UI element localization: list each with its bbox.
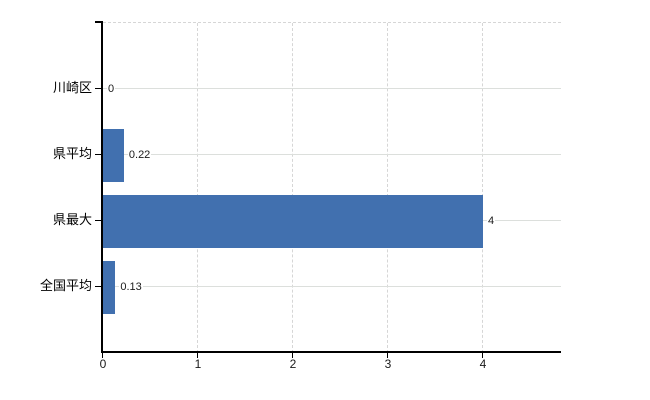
vertical-gridline	[482, 23, 483, 353]
x-axis-tick	[387, 353, 388, 358]
y-axis-tick	[95, 154, 102, 155]
x-axis-tick	[197, 353, 198, 358]
y-axis-tick	[95, 220, 102, 221]
bar-3	[103, 260, 116, 314]
category-label: 県最大	[52, 212, 92, 227]
category-label: 川崎区	[52, 80, 92, 95]
x-axis-tick	[482, 353, 483, 358]
category-label: 全国平均	[39, 278, 92, 293]
y-axis-tick	[95, 88, 102, 89]
bar-2	[103, 194, 483, 248]
bar-value-label: 0.13	[119, 280, 143, 294]
x-axis-line	[101, 351, 561, 353]
vertical-gridline	[197, 23, 198, 353]
x-axis-tick-label: 4	[479, 357, 487, 371]
x-axis-tick-label: 1	[194, 357, 202, 371]
bar-value-label: 4	[487, 214, 496, 228]
bar-value-label: 0.22	[127, 148, 152, 162]
bar-1	[103, 128, 124, 182]
category-gridline	[103, 154, 561, 155]
y-axis-line	[101, 21, 103, 353]
category-gridline	[103, 286, 561, 287]
category-gridline	[103, 88, 561, 89]
bar-value-label: 0	[107, 82, 116, 96]
x-axis-tick-label: 0	[99, 357, 107, 371]
vertical-gridline	[387, 23, 388, 353]
vertical-gridline	[292, 23, 293, 353]
y-axis-top-tick	[95, 21, 103, 23]
x-axis-tick-label: 3	[384, 357, 392, 371]
category-label: 県平均	[52, 146, 92, 161]
y-axis-tick	[95, 286, 102, 287]
plot-area: 0 0.22 4 0.13	[103, 22, 561, 353]
x-axis-tick	[292, 353, 293, 358]
x-axis-tick-label: 2	[289, 357, 297, 371]
x-axis-tick	[102, 353, 103, 358]
